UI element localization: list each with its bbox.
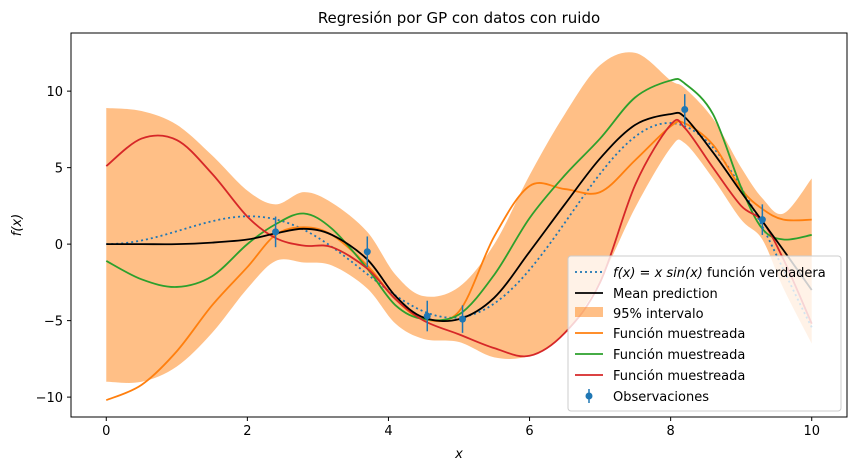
legend-label-observations: Observaciones [613, 390, 709, 405]
y-tick-label: 0 [55, 238, 63, 253]
plot-frame [70, 32, 848, 418]
legend-entry-mean: Mean prediction [575, 287, 718, 302]
legend-frame [567, 255, 842, 412]
legend-entry-sample-1: Función muestreada [575, 327, 745, 342]
observation-point [459, 315, 467, 323]
x-tick-label: 0 [102, 424, 110, 439]
sampled-function-line-3 [105, 118, 813, 358]
legend-entry-sample-3: Función muestreada [575, 369, 745, 384]
x-tick-label: 6 [525, 424, 533, 439]
x-axis-label: x [454, 447, 463, 462]
legend-label-sample-2: Función muestreada [613, 348, 745, 363]
observations [272, 94, 766, 333]
x-tick-label: 4 [384, 424, 392, 439]
y-axis-label: f(x) [10, 214, 25, 236]
y-axis: −10 −5 0 5 10 [36, 85, 71, 406]
sampled-function-line-2 [105, 78, 812, 322]
legend-label-interval: 95% intervalo [613, 307, 704, 322]
y-tick-label: −10 [36, 391, 63, 406]
true-function-line [106, 122, 813, 328]
legend-entry-true-function: f(x) = x sin(x) función verdadera [575, 266, 826, 281]
observation-point [363, 248, 371, 256]
y-tick-label: −5 [44, 315, 63, 330]
legend-label-text: función verdadera [707, 266, 826, 281]
x-tick-label: 10 [803, 424, 820, 439]
mean-prediction-line [106, 111, 813, 322]
legend-swatch-observations-marker [585, 392, 593, 400]
chart-title: Regresión por GP con datos con ruido [318, 9, 600, 27]
y-tick-label: 10 [46, 85, 63, 100]
observation-point [423, 312, 431, 320]
legend: f(x) = x sin(x) función verdadera Mean p… [567, 255, 842, 412]
x-axis: 0 2 4 6 8 10 [102, 417, 820, 439]
legend-entry-observations: Observaciones [585, 389, 709, 405]
observation-point [758, 216, 766, 224]
legend-swatch-interval [575, 307, 603, 317]
legend-label-true-function: f(x) = x sin(x) función verdadera [613, 266, 826, 281]
legend-label-mean: Mean prediction [613, 287, 718, 302]
legend-label-sample-1: Función muestreada [613, 327, 745, 342]
legend-label-math: f(x) = x sin(x) [613, 266, 703, 281]
confidence-interval-band [106, 52, 812, 383]
plot-area [105, 52, 813, 402]
legend-label-sample-3: Función muestreada [613, 369, 745, 384]
x-tick-label: 8 [666, 424, 674, 439]
legend-entry-interval: 95% intervalo [575, 307, 704, 322]
y-tick-label: 5 [55, 162, 63, 177]
observation-point [681, 105, 689, 113]
observation-point [272, 228, 280, 236]
legend-entry-sample-2: Función muestreada [575, 348, 745, 363]
x-tick-label: 2 [243, 424, 251, 439]
sampled-function-line-1 [105, 120, 812, 402]
